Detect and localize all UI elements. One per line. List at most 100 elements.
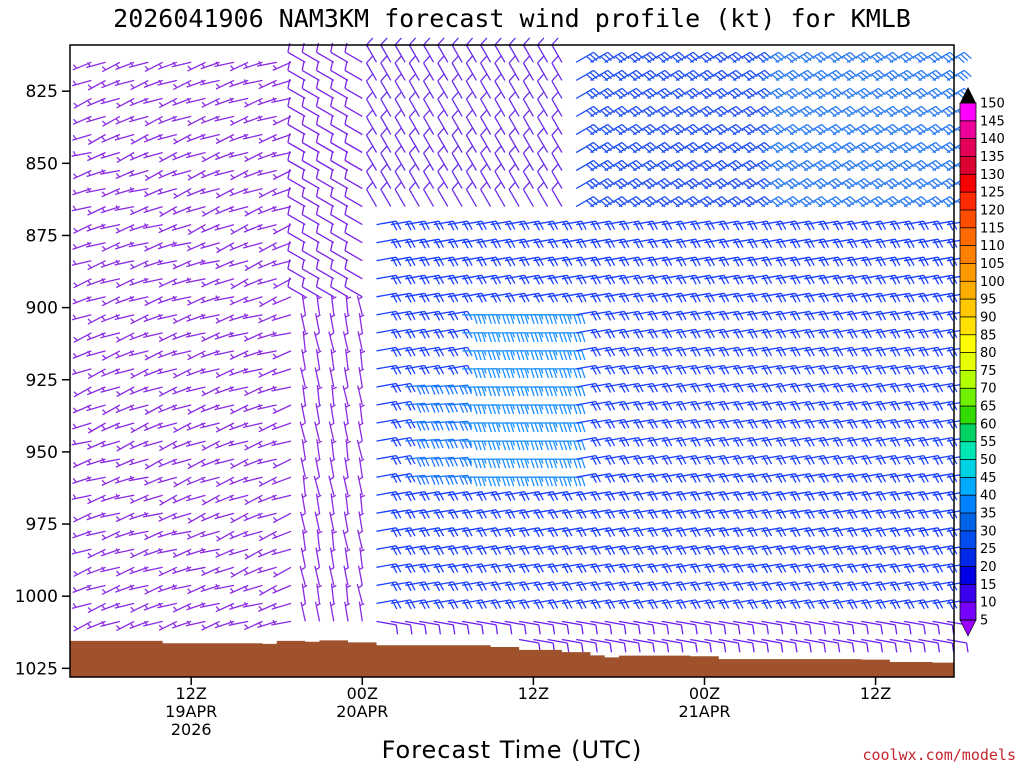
wind-barb — [918, 238, 944, 249]
wind-barb — [130, 79, 149, 91]
wind-barb — [704, 509, 730, 520]
wind-barb — [480, 55, 492, 81]
wind-barb — [116, 332, 135, 343]
wind-barb — [114, 493, 135, 500]
wind-barb — [789, 509, 815, 520]
wind-barb — [143, 151, 163, 159]
wind-barb — [846, 436, 872, 447]
wind-barb — [537, 145, 549, 171]
wind-barb — [447, 438, 473, 449]
wind-barb — [689, 51, 716, 64]
wind-barb — [918, 123, 944, 136]
wind-barb — [618, 563, 644, 574]
wind-barb — [287, 205, 306, 226]
wind-barb — [365, 163, 378, 189]
wind-barb — [860, 87, 887, 100]
wind-barb — [704, 581, 730, 592]
wind-barb — [86, 296, 106, 303]
wind-barb — [408, 145, 420, 171]
wind-barb — [818, 123, 844, 136]
colorbar-label: 100 — [980, 275, 1005, 290]
wind-barb — [243, 296, 263, 304]
wind-barb — [365, 145, 378, 171]
wind-barb — [675, 274, 701, 285]
wind-barb — [86, 584, 106, 591]
wind-barb — [846, 581, 872, 592]
wind-barb — [533, 527, 559, 538]
wind-barb — [689, 105, 716, 118]
wind-barb — [689, 141, 716, 154]
wind-barb — [590, 599, 616, 610]
wind-barb — [661, 638, 684, 653]
wind-barb — [761, 159, 787, 172]
wind-barb — [390, 310, 416, 321]
wind-barb — [718, 274, 744, 285]
wind-barb — [390, 418, 416, 429]
wind-barb — [433, 346, 459, 357]
wind-barb — [661, 364, 687, 375]
wind-barb — [271, 385, 292, 392]
wind-barb — [818, 527, 844, 538]
wind-barb — [633, 545, 658, 556]
wind-barb — [533, 422, 558, 433]
wind-barb — [345, 583, 352, 604]
wind-barb — [316, 294, 322, 315]
wind-barb — [647, 159, 673, 172]
wind-barb — [804, 638, 827, 653]
wind-barb — [889, 178, 915, 190]
wind-barb — [316, 529, 323, 550]
wind-barb — [575, 69, 602, 82]
wind-barb — [704, 292, 730, 303]
wind-barb — [272, 115, 292, 126]
wind-barb — [576, 346, 601, 357]
y-tick-label: 975 — [26, 515, 58, 535]
wind-barb — [315, 96, 335, 117]
wind-barb — [185, 151, 206, 159]
wind-barb — [675, 310, 701, 321]
wind-barb — [171, 169, 192, 177]
wind-barb — [551, 181, 563, 207]
wind-barb — [187, 404, 206, 415]
wind-barb — [490, 458, 515, 469]
wind-barb — [832, 599, 858, 610]
wind-barb — [704, 364, 730, 375]
wind-barb — [287, 60, 306, 81]
wind-barb — [690, 238, 715, 249]
wind-barb — [287, 151, 306, 172]
wind-barb — [476, 220, 502, 231]
wind-barb — [404, 310, 430, 321]
wind-barb — [258, 530, 278, 542]
wind-barb — [618, 473, 644, 484]
wind-barb — [618, 105, 644, 118]
wind-barb — [380, 73, 392, 99]
wind-barb — [846, 620, 869, 635]
wind-barb — [675, 382, 701, 393]
wind-barb — [704, 310, 730, 321]
wind-barb — [215, 188, 235, 199]
wind-barb — [437, 91, 449, 117]
wind-barb — [114, 205, 135, 212]
wind-barb — [314, 367, 321, 388]
wind-barb — [946, 51, 972, 64]
wind-barb — [704, 159, 730, 172]
colorbar-swatch — [960, 245, 976, 264]
wind-barb — [903, 238, 929, 249]
wind-barb — [889, 220, 915, 231]
wind-barb — [433, 420, 458, 431]
wind-barb — [533, 458, 558, 469]
wind-barb — [301, 96, 320, 117]
wind-barb — [551, 127, 563, 153]
wind-barb — [215, 422, 235, 433]
wind-barb — [632, 159, 659, 172]
wind-barb — [142, 566, 163, 573]
wind-barb — [590, 454, 616, 466]
wind-barb — [875, 382, 901, 393]
wind-barb — [889, 196, 915, 208]
wind-barb — [747, 346, 773, 357]
wind-barb — [390, 620, 413, 635]
wind-barb — [789, 364, 815, 375]
wind-barb — [356, 295, 363, 315]
wind-barb — [214, 349, 235, 356]
wind-barb — [330, 169, 349, 190]
wind-barb — [875, 418, 901, 429]
